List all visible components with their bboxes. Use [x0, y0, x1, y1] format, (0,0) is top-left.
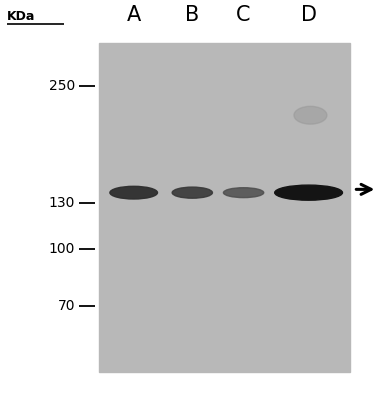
- Text: D: D: [301, 5, 316, 25]
- Ellipse shape: [172, 187, 213, 198]
- Ellipse shape: [224, 188, 264, 198]
- Text: 250: 250: [49, 78, 75, 92]
- Text: C: C: [236, 5, 251, 25]
- Ellipse shape: [110, 186, 158, 199]
- Text: A: A: [127, 5, 141, 25]
- Ellipse shape: [275, 185, 342, 200]
- Text: KDa: KDa: [8, 10, 36, 23]
- Text: 130: 130: [49, 196, 75, 210]
- Text: 70: 70: [58, 299, 75, 313]
- Text: B: B: [185, 5, 200, 25]
- Ellipse shape: [294, 106, 327, 124]
- Text: 100: 100: [49, 242, 75, 256]
